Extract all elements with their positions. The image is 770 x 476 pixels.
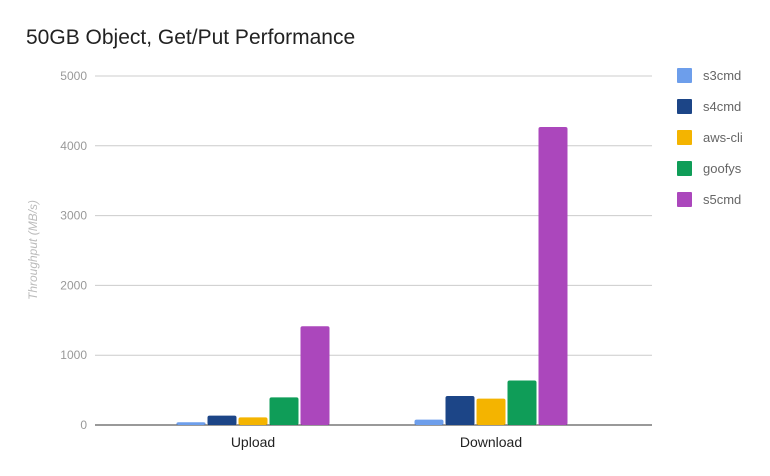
y-tick-label: 0 [80,418,87,432]
legend-swatch-s4cmd [677,99,692,114]
y-axis-label: Throughput (MB/s) [26,200,40,300]
bar-s3cmd-upload [176,422,206,425]
legend-swatch-s5cmd [677,192,692,207]
y-tick-label: 4000 [60,139,87,153]
x-tick-label: Upload [231,434,275,450]
chart-title: 50GB Object, Get/Put Performance [26,26,356,49]
legend-label-s4cmd: s4cmd [703,99,741,114]
bar-s4cmd-upload [207,415,237,425]
legend-label-s5cmd: s5cmd [703,192,741,207]
legend-label-goofys: goofys [703,161,742,176]
bar-s5cmd-download [538,126,568,425]
legend-label-s3cmd: s3cmd [703,68,741,83]
bar-s3cmd-download [414,419,444,425]
bar-s4cmd-download [445,396,475,425]
bar-aws-cli-download [476,398,506,425]
bar-aws-cli-upload [238,417,268,425]
y-tick-label: 3000 [60,209,87,223]
x-tick-label: Download [460,434,522,450]
y-tick-label: 5000 [60,69,87,83]
bar-goofys-download [507,380,537,425]
y-tick-label: 1000 [60,348,87,362]
legend-swatch-aws-cli [677,130,692,145]
bar-goofys-upload [269,397,299,425]
y-tick-label: 2000 [60,278,87,292]
bar-s5cmd-upload [300,326,330,425]
legend-swatch-goofys [677,161,692,176]
legend-label-aws-cli: aws-cli [703,130,743,145]
legend-swatch-s3cmd [677,68,692,83]
